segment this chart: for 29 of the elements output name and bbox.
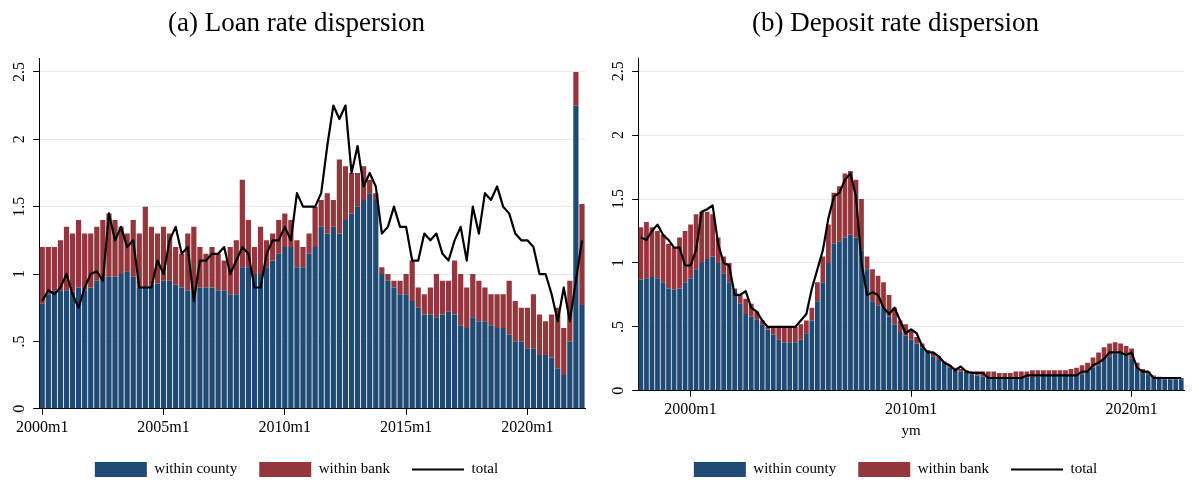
y-tick-label: 2	[609, 131, 627, 140]
x-tick-label: 2015m1	[379, 417, 433, 435]
y-tick-label: .5	[609, 320, 627, 333]
x-tick-label: 2010m1	[884, 399, 938, 417]
y-tick-label: 0	[10, 404, 28, 413]
x-tick-label: 2000m1	[664, 399, 717, 417]
legend-label: total	[1070, 460, 1098, 477]
x-tick-label: 2005m1	[137, 417, 190, 435]
y-tick-label: 2	[10, 135, 28, 144]
x-tick-label: 2020m1	[501, 417, 554, 435]
y-tick-label: 1.5	[609, 189, 627, 210]
x-axis-title: ym	[901, 421, 922, 438]
x-tick-label: 2020m1	[1105, 399, 1158, 417]
y-tick-label: 0	[609, 386, 627, 395]
y-tick-label: 1	[609, 258, 627, 267]
x-tick-label: 2000m1	[16, 417, 69, 435]
legend-label: within county	[753, 460, 837, 477]
x-tick-label: 2010m1	[258, 417, 312, 435]
chart-title: (a) Loan rate dispersion	[167, 7, 426, 38]
legend-label: total	[471, 460, 499, 477]
y-tick-label: 2.5	[609, 61, 627, 82]
legend-label: within bank	[318, 460, 391, 477]
y-tick-label: .5	[10, 335, 28, 348]
legend-label: within county	[154, 460, 238, 477]
y-tick-label: 2.5	[10, 61, 28, 82]
y-tick-label: 1	[10, 270, 28, 279]
y-tick-label: 1.5	[10, 196, 28, 217]
legend-label: within bank	[917, 460, 990, 477]
chart-title: (b) Deposit rate dispersion	[751, 7, 1040, 38]
